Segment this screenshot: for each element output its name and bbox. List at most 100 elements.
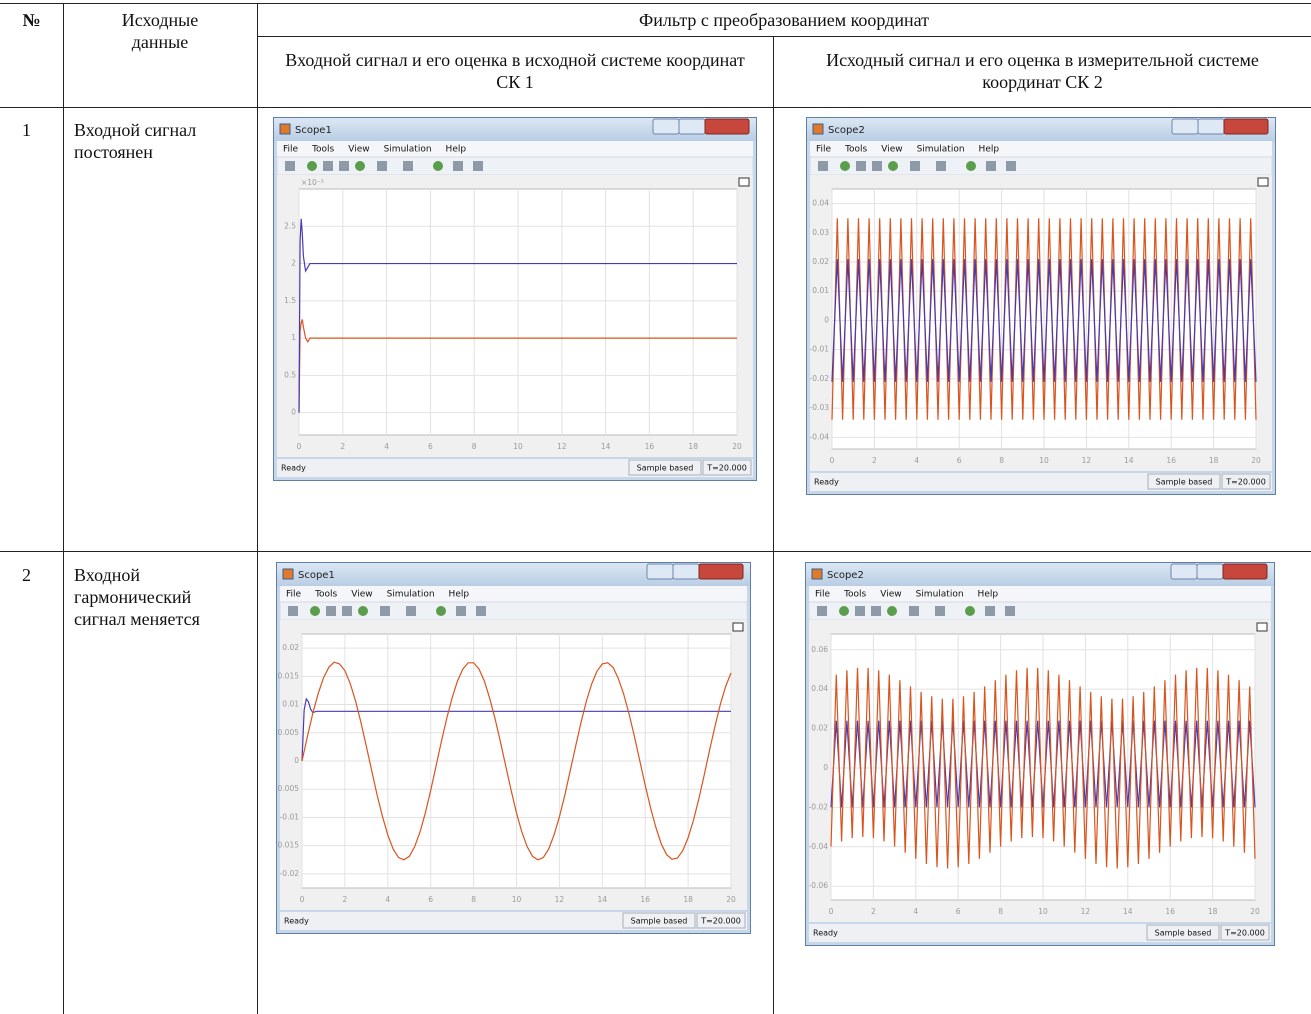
window-icon bbox=[813, 124, 823, 134]
maximize-button bbox=[679, 119, 705, 134]
toolbar-button[interactable] bbox=[310, 606, 320, 616]
header-filter: Фильтр с преобразованием координат bbox=[257, 9, 1311, 31]
status-time: T=20.000 bbox=[700, 917, 741, 926]
x-tick-label: 4 bbox=[914, 456, 919, 465]
status-text: Ready bbox=[284, 917, 309, 926]
toolbar-button[interactable] bbox=[323, 161, 333, 171]
menu-item[interactable]: View bbox=[880, 590, 901, 600]
dock-icon bbox=[739, 178, 749, 186]
y-tick-label: 0.015 bbox=[278, 671, 300, 680]
toolbar-button[interactable] bbox=[355, 161, 365, 171]
toolbar-button[interactable] bbox=[406, 606, 416, 616]
toolbar-button[interactable] bbox=[476, 606, 486, 616]
x-tick-label: 2 bbox=[343, 895, 348, 904]
toolbar-button[interactable] bbox=[456, 606, 466, 616]
toolbar-button[interactable] bbox=[342, 606, 352, 616]
toolbar-button[interactable] bbox=[288, 606, 298, 616]
toolbar-button[interactable] bbox=[377, 161, 387, 171]
x-tick-label: 16 bbox=[1166, 456, 1176, 465]
toolbar-button[interactable] bbox=[888, 161, 898, 171]
toolbar-button[interactable] bbox=[965, 606, 975, 616]
menu-item[interactable]: Help bbox=[978, 590, 999, 600]
menu-item[interactable]: File bbox=[815, 590, 831, 600]
menu-item[interactable]: File bbox=[283, 145, 299, 155]
menu-item[interactable]: File bbox=[816, 145, 832, 155]
rule bbox=[257, 3, 258, 1014]
page-body: № Исходные данные Фильтр с преобразовани… bbox=[0, 0, 1311, 1014]
header-number: № bbox=[0, 9, 63, 31]
toolbar-button[interactable] bbox=[453, 161, 463, 171]
y-tick-label: 0.03 bbox=[812, 228, 829, 237]
menu-item[interactable]: File bbox=[286, 590, 302, 600]
toolbar-button[interactable] bbox=[307, 161, 317, 171]
menu-item[interactable]: Tools bbox=[314, 590, 337, 600]
toolbar-button[interactable] bbox=[818, 161, 828, 171]
x-tick-label: 6 bbox=[428, 895, 433, 904]
x-tick-label: 10 bbox=[1039, 456, 1049, 465]
window-title: Scope1 bbox=[298, 570, 335, 581]
toolbar-button[interactable] bbox=[840, 161, 850, 171]
x-tick-label: 8 bbox=[998, 907, 1003, 916]
toolbar-button[interactable] bbox=[986, 161, 996, 171]
dock-icon bbox=[1258, 178, 1268, 186]
toolbar-button[interactable] bbox=[856, 161, 866, 171]
x-tick-label: 12 bbox=[1081, 907, 1091, 916]
menu-item[interactable]: Tools bbox=[311, 145, 334, 155]
menu-item[interactable]: Help bbox=[446, 145, 467, 155]
menu-item[interactable]: Simulation bbox=[917, 145, 965, 155]
menu-item[interactable]: Tools bbox=[844, 145, 867, 155]
toolbar-button[interactable] bbox=[403, 161, 413, 171]
toolbar-button[interactable] bbox=[326, 606, 336, 616]
toolbar-button[interactable] bbox=[380, 606, 390, 616]
dock-icon bbox=[733, 623, 743, 631]
y-tick-label: 2 bbox=[291, 259, 296, 268]
row-number: 2 bbox=[22, 564, 31, 586]
x-tick-label: 4 bbox=[384, 442, 389, 451]
toolbar-button[interactable] bbox=[909, 606, 919, 616]
toolbar-button[interactable] bbox=[887, 606, 897, 616]
menu-item[interactable]: View bbox=[351, 590, 372, 600]
toolbar-button[interactable] bbox=[839, 606, 849, 616]
menu-item[interactable]: View bbox=[348, 145, 369, 155]
menu-item[interactable]: View bbox=[881, 145, 902, 155]
toolbar-button[interactable] bbox=[473, 161, 483, 171]
toolbar-button[interactable] bbox=[910, 161, 920, 171]
maximize-button bbox=[1198, 119, 1224, 134]
y-tick-label: 0.01 bbox=[282, 700, 299, 709]
toolbar-button[interactable] bbox=[1005, 606, 1015, 616]
y-tick-label: 0.02 bbox=[282, 643, 299, 652]
menu-item[interactable]: Help bbox=[979, 145, 1000, 155]
minimize-button bbox=[1172, 119, 1198, 134]
toolbar-button[interactable] bbox=[985, 606, 995, 616]
menu-item[interactable]: Tools bbox=[843, 590, 866, 600]
toolbar-button[interactable] bbox=[436, 606, 446, 616]
maximize-button bbox=[673, 564, 699, 579]
toolbar-button[interactable] bbox=[936, 161, 946, 171]
menu-item[interactable]: Simulation bbox=[916, 590, 964, 600]
x-tick-label: 2 bbox=[871, 907, 876, 916]
toolbar-button[interactable] bbox=[871, 606, 881, 616]
menu-item[interactable]: Simulation bbox=[387, 590, 435, 600]
row-number: 1 bbox=[22, 119, 31, 141]
toolbar-button[interactable] bbox=[339, 161, 349, 171]
toolbar-button[interactable] bbox=[872, 161, 882, 171]
toolbar-button[interactable] bbox=[966, 161, 976, 171]
toolbar-button[interactable] bbox=[817, 606, 827, 616]
header-source: Исходные данные bbox=[105, 9, 215, 53]
toolbar-button[interactable] bbox=[855, 606, 865, 616]
toolbar-button[interactable] bbox=[358, 606, 368, 616]
menu-item[interactable]: Help bbox=[449, 590, 470, 600]
toolbar-button[interactable] bbox=[935, 606, 945, 616]
y-tick-label: -0.06 bbox=[809, 881, 829, 890]
window-icon bbox=[280, 124, 290, 134]
minimize-button bbox=[647, 564, 673, 579]
rule bbox=[257, 36, 1311, 37]
toolbar-button[interactable] bbox=[1006, 161, 1016, 171]
toolbar-button[interactable] bbox=[433, 161, 443, 171]
y-tick-label: 0.005 bbox=[278, 728, 300, 737]
rule bbox=[0, 107, 1311, 108]
toolbar-button[interactable] bbox=[285, 161, 295, 171]
status-mode: Sample based bbox=[1155, 929, 1212, 938]
x-tick-label: 16 bbox=[640, 895, 650, 904]
menu-item[interactable]: Simulation bbox=[384, 145, 432, 155]
